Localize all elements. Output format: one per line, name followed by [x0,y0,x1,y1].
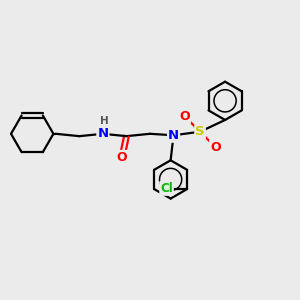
Text: N: N [168,129,179,142]
Text: H: H [100,116,109,126]
Text: N: N [97,127,109,140]
Text: O: O [210,141,221,154]
Text: O: O [179,110,190,123]
Text: S: S [195,125,205,138]
Text: Cl: Cl [160,182,173,195]
Text: O: O [117,151,127,164]
